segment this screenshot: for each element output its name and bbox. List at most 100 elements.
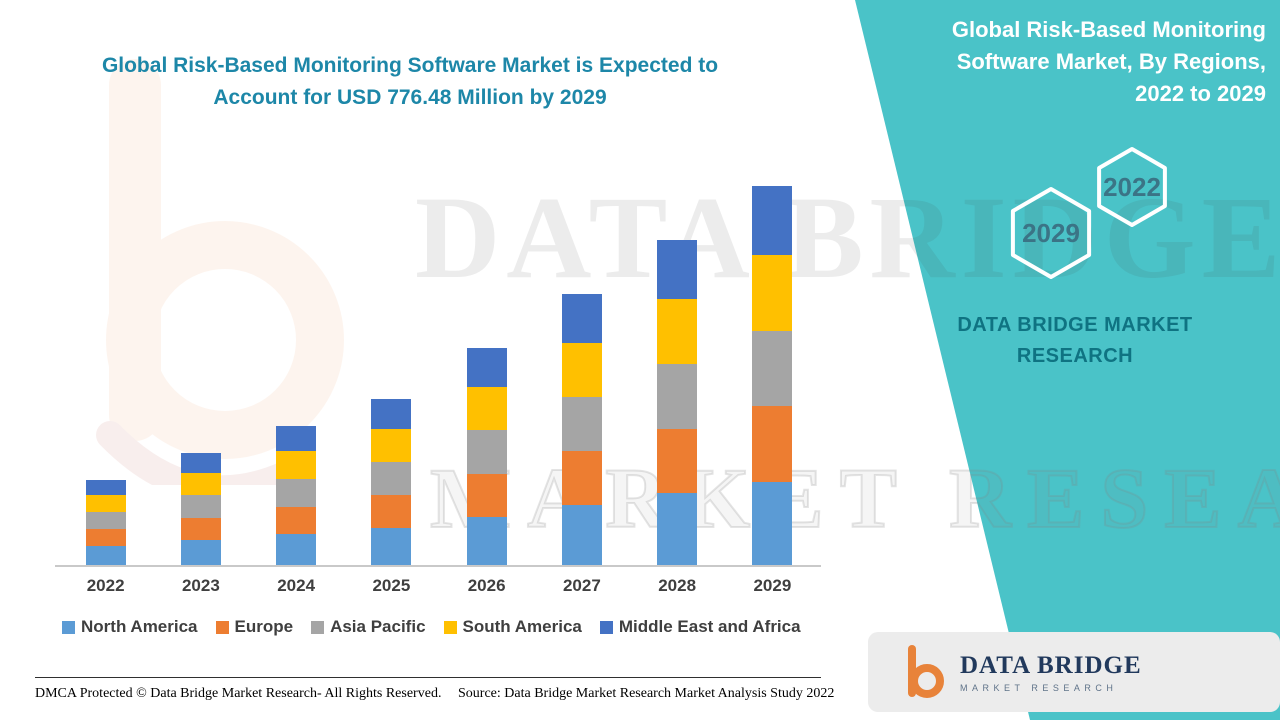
logo-sub-text: MARKET RESEARCH [960, 682, 1118, 693]
panel-brand-line1: DATA BRIDGE MARKET [957, 314, 1193, 336]
legend-swatch [311, 620, 325, 634]
chart-column [344, 175, 439, 565]
bar-segment [466, 430, 507, 474]
legend-item: Middle East and Africa [599, 617, 801, 637]
bar-segment [276, 534, 317, 565]
bar-segment [180, 517, 221, 541]
bar-segment [561, 342, 602, 397]
legend-label: Asia Pacific [330, 617, 426, 636]
hexagon-2022: 2022 [1097, 147, 1167, 227]
bar-segment [657, 298, 698, 364]
bar-segment [466, 517, 507, 565]
logo-name-text: DATA BRIDGE [960, 651, 1142, 679]
bar-segment [752, 406, 793, 482]
x-axis-label: 2025 [372, 576, 411, 595]
legend-label: South America [462, 617, 582, 636]
chart-column [534, 175, 629, 565]
chart-plot-area [58, 175, 820, 565]
bar-segment [85, 546, 126, 565]
bar-segment [657, 240, 698, 299]
footer-divider [35, 677, 821, 678]
bar-segment [561, 293, 602, 343]
chart-column [58, 175, 153, 565]
chart-column [249, 175, 344, 565]
legend-swatch [443, 620, 457, 634]
footer-dmca-text: DMCA Protected © Data Bridge Market Rese… [35, 686, 442, 701]
bar-segment [180, 495, 221, 518]
bar-segment [466, 473, 507, 518]
chart-column [153, 175, 248, 565]
bar-segment [561, 396, 602, 451]
panel-brand-line2: RESEARCH [1016, 345, 1134, 367]
legend-swatch [215, 620, 229, 634]
stacked-bar-2029 [752, 186, 793, 565]
bar-segment [180, 540, 221, 565]
stacked-bar-2022 [85, 480, 126, 565]
bar-segment [276, 425, 317, 451]
panel-heading: Global Risk-Based Monitoring Software Ma… [951, 17, 1266, 106]
bar-segment [657, 363, 698, 429]
legend-item: North America [62, 617, 198, 637]
bar-segment [85, 480, 126, 496]
stacked-bar-2028 [657, 240, 698, 565]
chart-column [630, 175, 725, 565]
bar-segment [561, 505, 602, 565]
legend-item: South America [443, 617, 582, 637]
chart-column [439, 175, 534, 565]
legend-item: Asia Pacific [311, 617, 426, 637]
year-hexagons: 2022 2029 [1010, 147, 1167, 279]
bar-segment [85, 529, 126, 547]
hexagon-2029-label: 2029 [1022, 218, 1080, 248]
legend-label: Middle East and Africa [618, 617, 801, 636]
x-axis-label: 2024 [277, 576, 316, 595]
x-axis-label: 2022 [86, 576, 125, 595]
bar-segment [752, 481, 793, 565]
x-axis-labels: 2022 2023 2024 2025 2026 2027 2028 2029 [58, 576, 820, 596]
x-axis-label: 2029 [753, 576, 792, 595]
hexagon-2022-label: 2022 [1103, 172, 1161, 202]
legend-swatch [599, 620, 613, 634]
stacked-bar-2023 [180, 452, 221, 565]
stacked-bar-2025 [371, 398, 412, 565]
bar-segment [752, 254, 793, 331]
stacked-bar-2027 [561, 293, 602, 565]
bar-segment [276, 506, 317, 535]
bar-segment [657, 493, 698, 565]
bar-segment [180, 452, 221, 473]
x-axis-label: 2026 [467, 576, 506, 595]
x-axis-line [55, 565, 821, 567]
bar-segment [180, 472, 221, 496]
x-axis-label: 2027 [562, 576, 601, 595]
watermark-text-1: DATA BRIDGE [415, 172, 1280, 303]
x-axis-label: 2028 [658, 576, 697, 595]
bar-segment [561, 450, 602, 506]
logo-texts: DATA BRIDGE MARKET RESEARCH [960, 652, 1142, 693]
bar-segment [371, 462, 412, 496]
bar-segment [466, 348, 507, 388]
legend-swatch [62, 620, 75, 634]
bar-segment [276, 450, 317, 479]
logo-card: DATA BRIDGE MARKET RESEARCH [868, 632, 1280, 712]
legend-label: North America [81, 617, 198, 636]
chart-column [725, 175, 820, 565]
bar-segment [371, 528, 412, 565]
bar-segment [85, 495, 126, 513]
bar-segment [657, 428, 698, 494]
stacked-bar-2026 [466, 348, 507, 565]
bar-segment [752, 186, 793, 255]
stacked-bar-2024 [276, 425, 317, 565]
footer-source-text: Source: Data Bridge Market Research Mark… [458, 686, 835, 701]
brand-logo-icon [908, 645, 944, 698]
bar-segment [371, 495, 412, 529]
panel-brand-text: DATA BRIDGE MARKET RESEARCH [925, 310, 1225, 372]
bar-segment [371, 398, 412, 430]
brand-logo-watermark-icon [96, 59, 344, 485]
legend-item: Europe [215, 617, 293, 637]
hexagon-2029: 2029 [1010, 187, 1092, 279]
chart-legend: North America Europe Asia Pacific South Ame… [62, 617, 801, 637]
bar-segment [276, 478, 317, 507]
x-axis-label: 2023 [181, 576, 220, 595]
bar-segment [466, 387, 507, 431]
bar-segment [752, 330, 793, 407]
